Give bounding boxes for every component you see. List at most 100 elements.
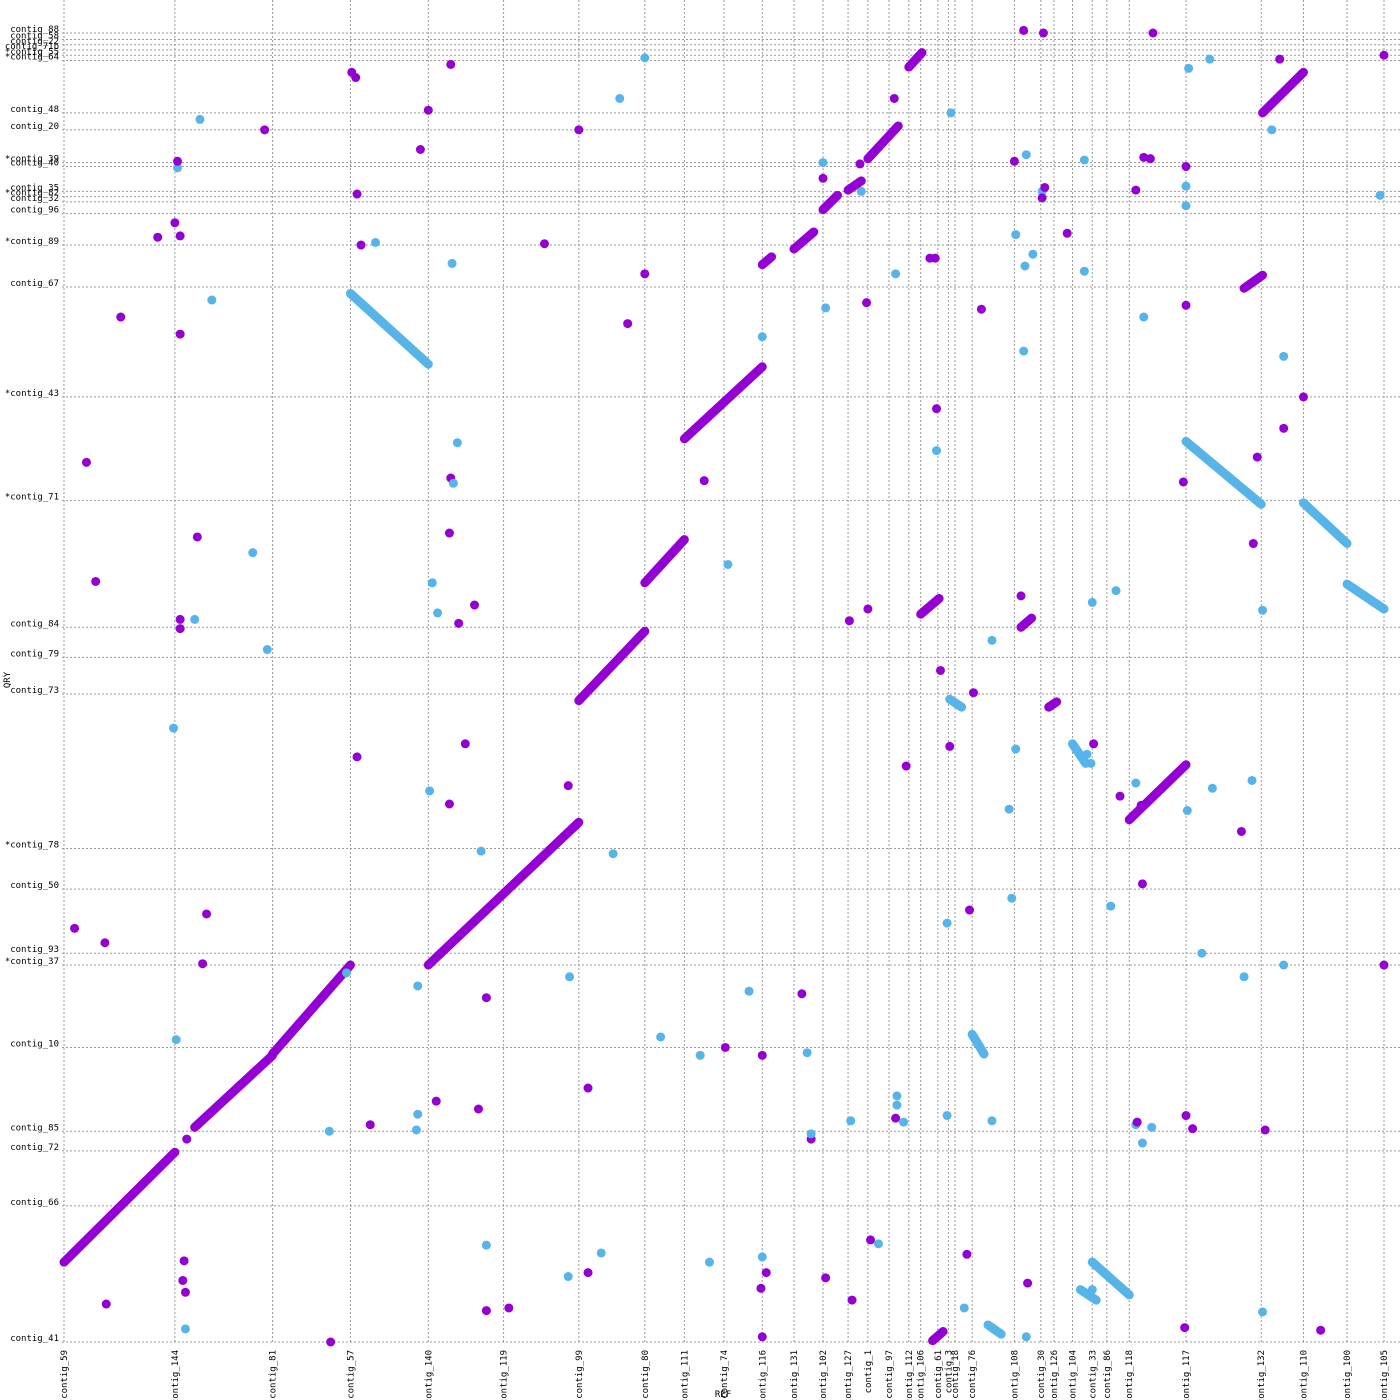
forward-alignment-point [574,125,584,135]
forward-alignment-point [1236,826,1246,836]
reverse-alignment-point [942,1111,952,1121]
forward-alignment-point [1137,879,1147,889]
forward-alignment-point [539,239,549,249]
reverse-alignment-point [447,258,457,268]
forward-alignment-point [862,298,872,308]
forward-alignment-point [889,93,899,103]
reverse-alignment-point [1082,749,1092,759]
forward-alignment-point [1037,193,1047,203]
forward-alignment-segment [1044,697,1062,712]
y-tick-label: contig_72 [10,1143,59,1153]
forward-alignment-point [1178,477,1188,487]
reverse-alignment-point [413,981,423,991]
forward-alignment-point [757,1050,767,1060]
reverse-alignment-point [1147,1122,1157,1132]
reverse-alignment-point [899,1117,909,1127]
forward-alignment-point [70,923,80,933]
forward-alignment-point [1136,800,1146,810]
reverse-alignment-point [656,1032,666,1042]
reverse-alignment-point [476,846,486,856]
forward-alignment-point [1148,28,1158,38]
y-gridlines [62,32,1400,1343]
forward-alignment-point [1248,539,1258,549]
reverse-alignment-point [481,1240,491,1250]
x-tick-label: contig_3 [944,1350,954,1393]
forward-alignment-point [182,1134,192,1144]
y-tick-label: contig_20 [10,122,59,132]
reverse-alignment-point [1079,155,1089,165]
reverse-alignment-point [1279,351,1289,361]
reverse-alignment-point [695,1050,705,1060]
y-tick-labels: contig_41 contig_66 contig_72 contig_85 cont… [5,25,59,1344]
x-tick-label: contig_100 [1343,1350,1353,1400]
reverse-alignment-point [1137,1138,1147,1148]
forward-alignment-point [757,1332,767,1342]
x-tick-label: contig_61 [934,1350,944,1399]
x-tick-label: contig_57 [346,1350,356,1399]
forward-alignment-point [1131,185,1141,195]
reverse-alignment-point [1375,190,1385,200]
reverse-alignment-point [818,158,828,168]
forward-alignment-point [901,761,911,771]
reverse-alignment-segment [1181,436,1266,509]
forward-alignment-point [1180,1323,1190,1333]
reverse-alignment-point [1131,778,1141,788]
forward-alignment-segment [928,1327,948,1346]
y-tick-label: contig_96 [10,206,59,216]
reverse-alignment-point [873,1239,883,1249]
forward-alignment-point [175,614,185,624]
forward-alignment-segment [268,960,355,1059]
reverse-alignment-point [1087,597,1097,607]
reverse-alignment-point [615,93,625,103]
forward-alignment-point [1275,54,1285,64]
y-tick-label: contig_79 [10,649,59,659]
forward-alignment-point [1089,739,1099,749]
reverse-alignment-point [1258,1307,1268,1317]
y-tick-label: contig_48 [10,105,59,115]
forward-alignment-point [1115,791,1125,801]
forward-alignment-point [352,752,362,762]
reverse-alignment-point [180,1324,190,1334]
reverse-alignment-point [891,269,901,279]
forward-alignment-point [563,781,573,791]
x-tick-label: contig_140 [424,1350,434,1400]
reverse-alignment-point [757,1252,767,1262]
forward-alignment-point [481,993,491,1003]
reverse-alignment-point [1139,312,1149,322]
forward-alignment-segment [916,593,944,619]
y-tick-label: contig_85 [10,1123,59,1133]
forward-alignment-point [352,189,362,199]
reverse-alignment-point [846,1116,856,1126]
x-tick-label: contig_86 [1103,1350,1113,1399]
y-tick-label: contig_73 [10,686,59,696]
forward-alignment-point [756,1283,766,1293]
y-tick-label: contig_58 [10,32,59,42]
y-tick-label: *contig_82 [5,189,59,199]
forward-alignment-point [153,232,163,242]
forward-alignment-point [1023,1278,1033,1288]
reverse-alignment-point [987,635,997,645]
forward-alignment-point [1009,156,1019,166]
reverse-alignment-point [1207,783,1217,793]
reverse-alignment-point [1021,1332,1031,1342]
forward-alignment-segment [1124,760,1191,825]
forward-alignment-point [351,73,361,83]
reverse-alignment-segment [1087,1257,1134,1300]
forward-alignment-segment [1016,613,1037,632]
forward-alignment-point [1139,152,1149,162]
reverse-alignment-point [1267,125,1277,135]
forward-alignment-point [175,624,185,634]
forward-alignment-point [1019,25,1029,35]
forward-alignment-point [1132,1117,1142,1127]
reverse-alignment-point [1086,758,1096,768]
reverse-alignment-segment [983,1320,1006,1339]
reverse-alignment-point [1279,960,1289,970]
reverse-alignment-point [563,1272,573,1282]
x-axis-label: REF [715,1390,731,1400]
reverse-alignment-point [856,186,866,196]
x-tick-label: contig_18 [951,1350,961,1399]
forward-alignment-point [962,1249,972,1259]
forward-alignment-segment [574,626,650,706]
y-tick-label: *contig_37 [5,957,59,967]
reverse-alignment-segment [1067,739,1091,768]
